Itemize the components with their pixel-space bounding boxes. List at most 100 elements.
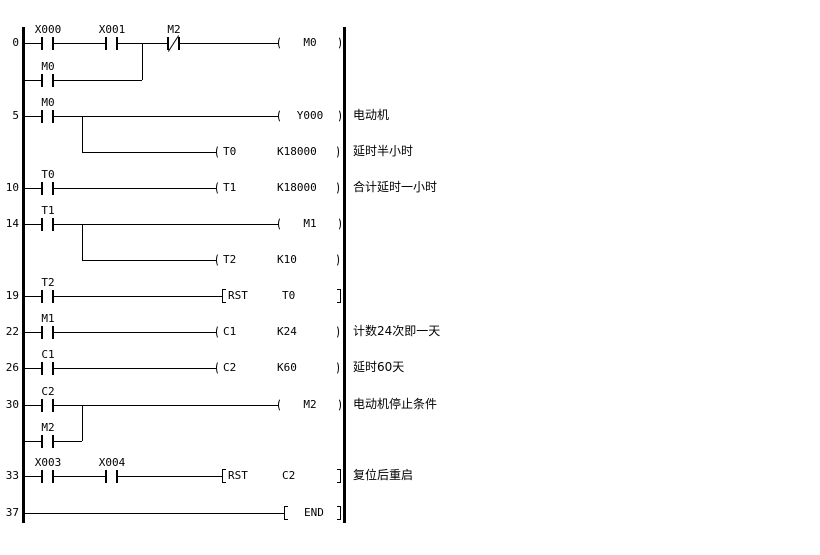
coil-operand: T0 xyxy=(223,145,237,158)
contact-bar xyxy=(41,290,43,303)
coil-left-arc-icon xyxy=(278,109,285,123)
end-label: END xyxy=(304,506,324,519)
coil-M1[interactable]: M1 xyxy=(278,217,342,231)
rung-wire xyxy=(24,224,278,225)
contact-X003[interactable] xyxy=(41,470,54,483)
contact-label: T0 xyxy=(41,168,55,181)
contact-M2[interactable] xyxy=(41,435,54,448)
coil-right-arc-icon xyxy=(333,325,339,339)
coil-operand: M0 xyxy=(303,36,317,49)
rung-comment: 电动机停止条件 xyxy=(353,397,438,411)
rung-wire xyxy=(24,332,216,333)
coil-right-arc-icon xyxy=(333,361,339,375)
instruction-op: RST xyxy=(228,289,248,302)
contact-label: M0 xyxy=(41,60,55,73)
coil-C2[interactable]: C2 K60 xyxy=(216,361,339,375)
rung-wire xyxy=(24,296,222,297)
contact-bar xyxy=(52,74,54,87)
contact-M0[interactable] xyxy=(41,110,54,123)
contact-bar xyxy=(41,218,43,231)
coil-operand: Y000 xyxy=(296,109,324,122)
contact-M0[interactable] xyxy=(41,74,54,87)
contact-bar xyxy=(52,326,54,339)
contact-bar xyxy=(105,470,107,483)
rung-wire xyxy=(24,188,216,189)
coil-left-arc-icon xyxy=(278,398,285,412)
contact-bar xyxy=(178,37,180,50)
coil-C1[interactable]: C1 K24 xyxy=(216,325,339,339)
contact-label: C2 xyxy=(41,385,55,398)
coil-M2[interactable]: M2 xyxy=(278,398,342,412)
instruction-RST-C2[interactable]: RST C2 xyxy=(222,469,342,483)
instruction-op: RST xyxy=(228,469,248,482)
contact-label: M0 xyxy=(41,96,55,109)
contact-bar xyxy=(167,37,169,50)
contact-bar xyxy=(41,362,43,375)
instruction-RST-T0[interactable]: RST T0 xyxy=(222,289,342,303)
coil-value: K18000 xyxy=(277,181,317,194)
coil-operand: C1 xyxy=(223,325,237,338)
bracket-left-icon xyxy=(284,506,288,520)
coil-operand: T2 xyxy=(223,253,237,266)
coil-T0[interactable]: T0 K18000 xyxy=(216,145,339,159)
contact-bar xyxy=(41,110,43,123)
contact-label: X001 xyxy=(98,23,126,36)
coil-operand: M1 xyxy=(303,217,317,230)
contact-label: X004 xyxy=(98,456,126,469)
branch-wire xyxy=(82,405,83,441)
bracket-left-icon xyxy=(222,289,226,303)
bracket-right-icon xyxy=(337,469,341,483)
coil-left-arc-icon xyxy=(216,253,222,267)
coil-T2[interactable]: T2 K10 xyxy=(216,253,339,267)
coil-value: K60 xyxy=(277,361,297,374)
branch-wire xyxy=(142,43,143,80)
coil-left-arc-icon xyxy=(278,36,285,50)
contact-M2[interactable] xyxy=(167,35,180,52)
contact-X001[interactable] xyxy=(105,37,118,50)
contact-bar xyxy=(116,470,118,483)
coil-T1[interactable]: T1 K18000 xyxy=(216,181,339,195)
contact-T1[interactable] xyxy=(41,218,54,231)
contact-T0[interactable] xyxy=(41,182,54,195)
contact-bar xyxy=(52,362,54,375)
coil-operand: M2 xyxy=(303,398,317,411)
coil-left-arc-icon xyxy=(216,181,222,195)
contact-X000[interactable] xyxy=(41,37,54,50)
end-instruction[interactable]: END xyxy=(284,506,342,520)
rung-wire xyxy=(24,513,284,514)
coil-right-arc-icon xyxy=(334,398,341,412)
contact-M1[interactable] xyxy=(41,326,54,339)
coil-right-arc-icon xyxy=(333,253,339,267)
contact-bar xyxy=(52,218,54,231)
right-power-rail xyxy=(343,27,346,523)
coil-value: K10 xyxy=(277,253,297,266)
contact-bar xyxy=(41,470,43,483)
contact-label: T1 xyxy=(41,204,55,217)
rung-comment: 延时60天 xyxy=(353,360,405,374)
contact-X004[interactable] xyxy=(105,470,118,483)
coil-right-arc-icon xyxy=(334,217,341,231)
coil-M0[interactable]: M0 xyxy=(278,36,342,50)
rung-wire xyxy=(24,80,142,81)
contact-C2[interactable] xyxy=(41,399,54,412)
contact-label: C1 xyxy=(41,348,55,361)
branch-wire xyxy=(82,116,83,152)
rung-wire xyxy=(24,116,278,117)
coil-left-arc-icon xyxy=(278,217,285,231)
coil-operand: T1 xyxy=(223,181,237,194)
contact-T2[interactable] xyxy=(41,290,54,303)
contact-bar xyxy=(52,435,54,448)
coil-Y000[interactable]: Y000 xyxy=(278,109,342,123)
contact-label: M1 xyxy=(41,312,55,325)
coil-operand: C2 xyxy=(223,361,237,374)
contact-bar xyxy=(41,74,43,87)
rung-comment: 延时半小时 xyxy=(353,144,414,158)
contact-C1[interactable] xyxy=(41,362,54,375)
rung-wire xyxy=(82,152,216,153)
contact-label: M2 xyxy=(167,23,181,36)
instruction-operand: C2 xyxy=(282,469,296,482)
step-number: 5 xyxy=(12,109,19,122)
coil-right-arc-icon xyxy=(333,145,339,159)
left-power-rail xyxy=(22,27,25,523)
